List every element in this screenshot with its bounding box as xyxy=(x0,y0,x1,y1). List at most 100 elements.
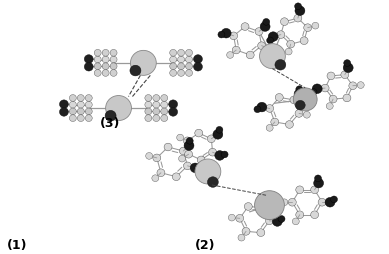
Circle shape xyxy=(178,64,184,70)
Circle shape xyxy=(185,151,193,158)
Circle shape xyxy=(184,141,194,151)
Circle shape xyxy=(260,23,270,32)
Circle shape xyxy=(186,70,193,77)
Circle shape xyxy=(170,50,177,57)
Circle shape xyxy=(178,50,184,57)
Circle shape xyxy=(326,103,333,110)
Circle shape xyxy=(145,95,152,102)
Circle shape xyxy=(314,179,324,188)
Circle shape xyxy=(264,194,271,200)
Circle shape xyxy=(85,102,92,109)
Circle shape xyxy=(218,32,225,39)
Circle shape xyxy=(178,57,184,64)
Circle shape xyxy=(275,94,283,102)
Circle shape xyxy=(110,50,117,57)
Circle shape xyxy=(294,4,301,11)
Circle shape xyxy=(266,125,273,132)
Circle shape xyxy=(257,103,267,113)
Circle shape xyxy=(197,156,205,164)
Circle shape xyxy=(268,33,278,42)
Circle shape xyxy=(77,95,84,102)
Circle shape xyxy=(259,204,267,212)
Circle shape xyxy=(196,163,203,170)
Circle shape xyxy=(232,47,240,55)
Circle shape xyxy=(106,96,131,121)
Circle shape xyxy=(349,83,357,90)
Circle shape xyxy=(195,130,203,137)
Circle shape xyxy=(278,216,285,223)
Circle shape xyxy=(244,203,252,211)
Circle shape xyxy=(343,64,353,73)
Circle shape xyxy=(294,15,302,23)
Circle shape xyxy=(343,95,351,102)
Circle shape xyxy=(215,151,225,161)
Circle shape xyxy=(195,159,221,184)
Circle shape xyxy=(94,64,101,70)
Circle shape xyxy=(153,95,160,102)
Circle shape xyxy=(85,109,92,115)
Circle shape xyxy=(311,211,319,219)
Circle shape xyxy=(295,110,303,118)
Circle shape xyxy=(295,101,305,110)
Circle shape xyxy=(193,55,202,64)
Circle shape xyxy=(341,72,349,79)
Circle shape xyxy=(186,138,193,145)
Circle shape xyxy=(228,214,235,221)
Circle shape xyxy=(254,106,261,113)
Circle shape xyxy=(130,51,156,76)
Circle shape xyxy=(344,60,350,67)
Circle shape xyxy=(145,109,152,115)
Circle shape xyxy=(145,115,152,122)
Circle shape xyxy=(85,115,92,122)
Circle shape xyxy=(263,19,270,26)
Circle shape xyxy=(357,82,364,89)
Circle shape xyxy=(266,105,273,113)
Circle shape xyxy=(102,50,109,57)
Circle shape xyxy=(153,109,160,115)
Circle shape xyxy=(271,119,279,126)
Circle shape xyxy=(77,115,84,122)
Circle shape xyxy=(293,88,317,112)
Circle shape xyxy=(84,55,93,64)
Circle shape xyxy=(161,95,168,102)
Circle shape xyxy=(60,101,68,109)
Circle shape xyxy=(257,229,265,236)
Circle shape xyxy=(186,50,193,57)
Circle shape xyxy=(105,111,116,122)
Circle shape xyxy=(110,64,117,70)
Circle shape xyxy=(179,156,186,162)
Circle shape xyxy=(177,135,184,141)
Circle shape xyxy=(169,101,178,109)
Circle shape xyxy=(300,38,308,45)
Circle shape xyxy=(254,191,284,220)
Circle shape xyxy=(265,217,273,225)
Circle shape xyxy=(296,211,304,219)
Circle shape xyxy=(184,162,191,170)
Text: (2): (2) xyxy=(194,238,215,251)
Circle shape xyxy=(230,33,238,41)
Circle shape xyxy=(331,196,338,203)
Circle shape xyxy=(213,130,223,140)
Circle shape xyxy=(164,144,172,151)
Text: (3): (3) xyxy=(100,116,120,129)
Circle shape xyxy=(170,70,177,77)
Circle shape xyxy=(266,46,273,53)
Circle shape xyxy=(153,154,161,162)
Circle shape xyxy=(69,102,76,109)
Circle shape xyxy=(209,149,217,156)
Circle shape xyxy=(266,38,273,45)
Circle shape xyxy=(153,102,160,109)
Circle shape xyxy=(85,95,92,102)
Circle shape xyxy=(312,85,322,94)
Circle shape xyxy=(77,102,84,109)
Circle shape xyxy=(296,186,304,194)
Circle shape xyxy=(321,85,329,92)
Circle shape xyxy=(263,197,273,207)
Circle shape xyxy=(102,57,109,64)
Circle shape xyxy=(310,89,317,96)
Circle shape xyxy=(255,28,263,36)
Circle shape xyxy=(294,90,304,99)
Circle shape xyxy=(312,23,319,30)
Circle shape xyxy=(94,50,101,57)
Circle shape xyxy=(186,57,193,64)
